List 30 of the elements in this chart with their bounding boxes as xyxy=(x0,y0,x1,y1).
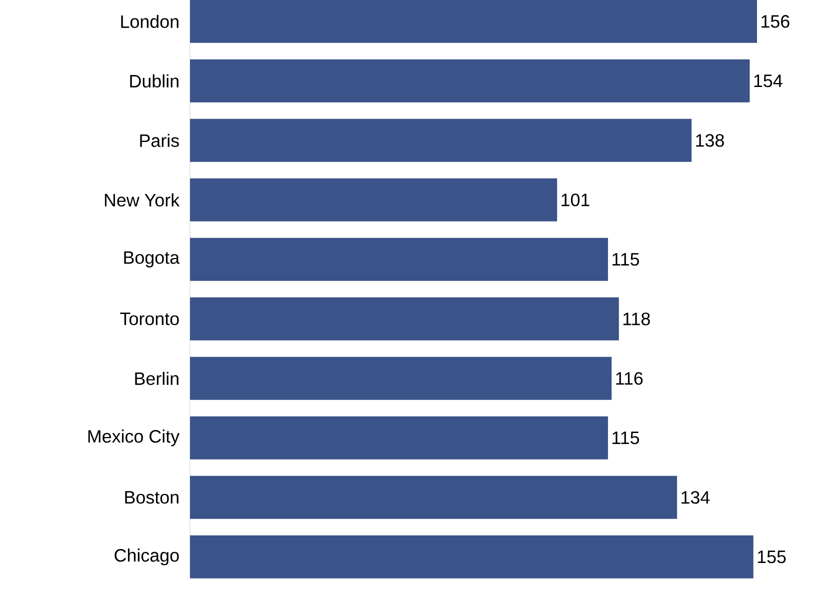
data-label: 101 xyxy=(562,194,590,206)
bar xyxy=(190,297,619,340)
y-tick-label: New York xyxy=(104,193,180,207)
bar xyxy=(190,238,608,281)
bar xyxy=(190,356,612,400)
bar xyxy=(190,0,758,43)
data-label: 116 xyxy=(616,372,643,385)
data-label: 138 xyxy=(696,134,724,147)
bar xyxy=(190,178,558,222)
y-tick-label: Paris xyxy=(140,134,179,148)
y-tick-label: Bogota xyxy=(124,251,180,268)
y-tick-label: Chicago xyxy=(114,548,179,566)
y-tick-label: Dublin xyxy=(130,74,178,88)
data-label: 155 xyxy=(758,550,786,564)
bar xyxy=(190,535,754,578)
data-label: 154 xyxy=(754,74,782,88)
bar xyxy=(190,476,678,519)
y-tick-label: London xyxy=(121,14,178,28)
data-label: 156 xyxy=(762,15,790,28)
data-label: 115 xyxy=(612,432,640,444)
data-label: 115 xyxy=(612,253,640,266)
bar xyxy=(190,118,692,162)
y-tick-label: Toronto xyxy=(120,312,179,326)
bar xyxy=(190,416,608,460)
bar xyxy=(190,59,750,102)
data-label: 134 xyxy=(682,491,710,504)
data-label: 118 xyxy=(623,312,650,326)
y-tick-label: Mexico City xyxy=(88,430,180,446)
y-tick-label: Boston xyxy=(125,491,178,504)
y-tick-label: Berlin xyxy=(135,372,178,386)
